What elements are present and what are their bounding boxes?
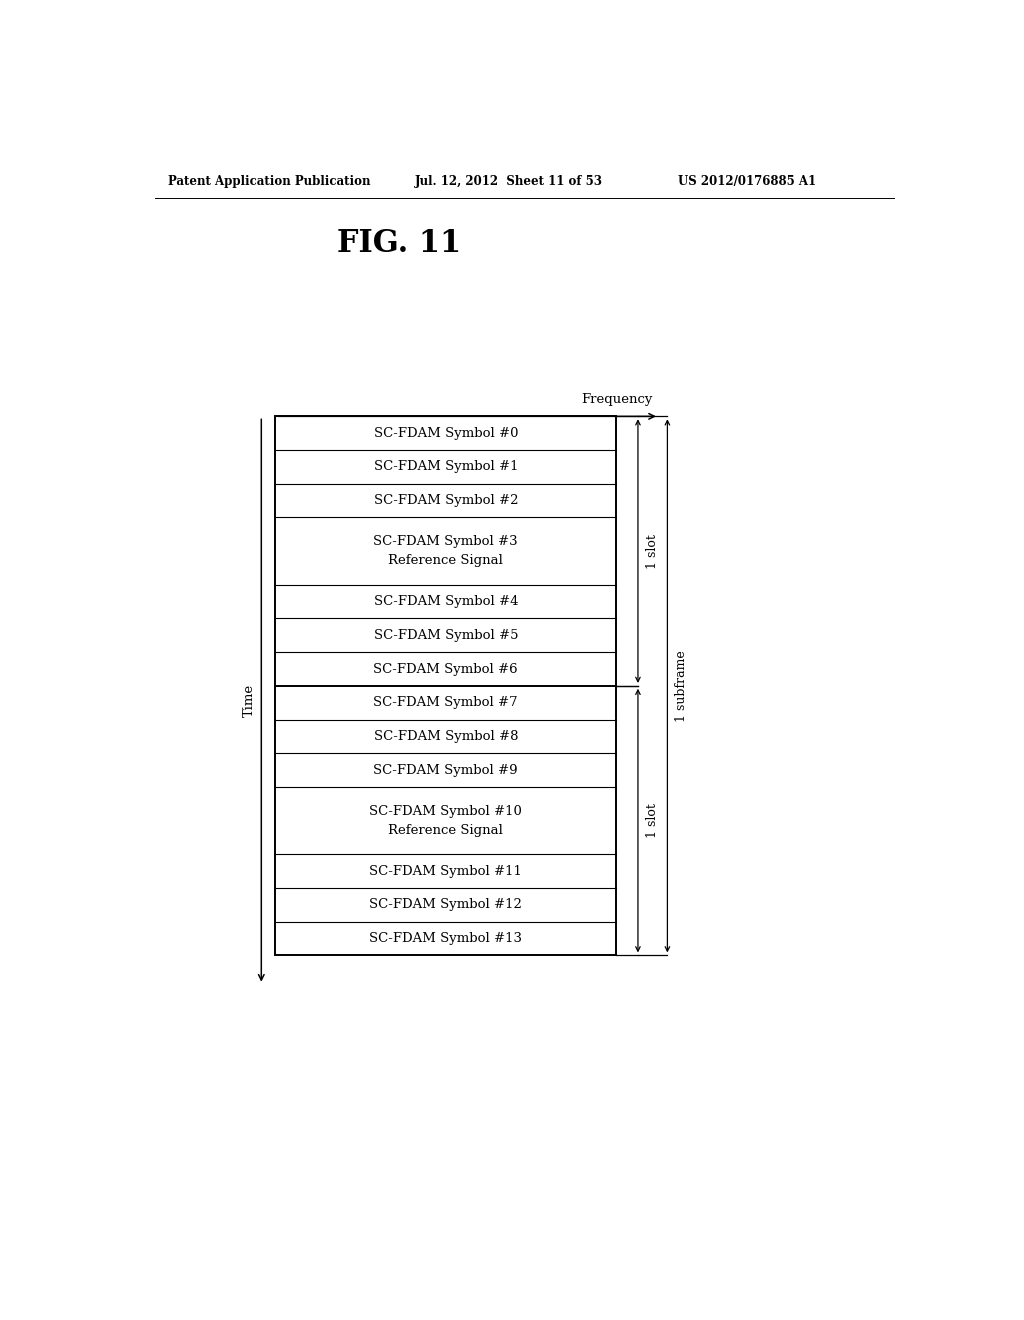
Text: 1 subframe: 1 subframe [675,649,688,722]
Text: SC-FDAM Symbol #10: SC-FDAM Symbol #10 [370,805,522,817]
Text: SC-FDAM Symbol #9: SC-FDAM Symbol #9 [374,763,518,776]
Text: Reference Signal: Reference Signal [388,554,503,568]
Text: SC-FDAM Symbol #4: SC-FDAM Symbol #4 [374,595,518,609]
Text: SC-FDAM Symbol #3: SC-FDAM Symbol #3 [374,535,518,548]
Text: SC-FDAM Symbol #7: SC-FDAM Symbol #7 [374,696,518,709]
Text: SC-FDAM Symbol #12: SC-FDAM Symbol #12 [370,899,522,911]
Text: SC-FDAM Symbol #1: SC-FDAM Symbol #1 [374,461,518,474]
Text: Time: Time [243,684,255,717]
Text: FIG. 11: FIG. 11 [337,227,462,259]
Text: Frequency: Frequency [582,393,652,407]
Text: SC-FDAM Symbol #11: SC-FDAM Symbol #11 [370,865,522,878]
Bar [275,416,616,956]
Text: Patent Application Publication: Patent Application Publication [168,176,371,187]
Text: SC-FDAM Symbol #6: SC-FDAM Symbol #6 [374,663,518,676]
Text: SC-FDAM Symbol #2: SC-FDAM Symbol #2 [374,494,518,507]
Text: 1 slot: 1 slot [646,803,658,838]
Text: SC-FDAM Symbol #13: SC-FDAM Symbol #13 [370,932,522,945]
Text: US 2012/0176885 A1: US 2012/0176885 A1 [678,176,816,187]
Text: Jul. 12, 2012  Sheet 11 of 53: Jul. 12, 2012 Sheet 11 of 53 [415,176,603,187]
Text: Reference Signal: Reference Signal [388,824,503,837]
Text: SC-FDAM Symbol #5: SC-FDAM Symbol #5 [374,628,518,642]
Text: SC-FDAM Symbol #8: SC-FDAM Symbol #8 [374,730,518,743]
Text: SC-FDAM Symbol #0: SC-FDAM Symbol #0 [374,426,518,440]
Text: 1 slot: 1 slot [646,533,658,569]
